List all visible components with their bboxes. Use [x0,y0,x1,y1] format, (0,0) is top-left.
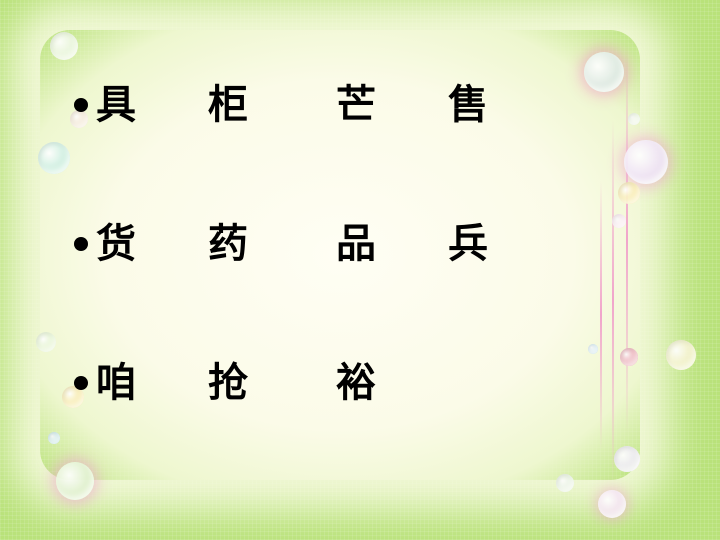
character-row: 咱 抢 裕 [74,358,514,408]
bubble-icon [70,110,88,128]
character: 品 [336,221,376,267]
bubble-icon [588,344,598,354]
bubble-icon [612,214,626,228]
bubble-icon [56,462,94,500]
bubble-icon [618,182,640,204]
character: 咱 [96,360,136,406]
bullet-icon [74,98,88,112]
character: 抢 [208,360,248,406]
bubble-icon [36,332,56,352]
bullet-icon [74,237,88,251]
decorative-line [626,45,628,435]
bubble-icon [628,113,640,125]
bubble-icon [584,52,624,92]
character: 药 [208,221,248,267]
bubble-icon [620,348,638,366]
bubble-icon [624,140,668,184]
decorative-line [600,180,602,450]
character: 芒 [336,82,376,128]
bubble-icon [50,32,78,60]
character-row: 货 药 品 兵 [74,219,514,269]
character: 裕 [336,360,376,406]
bubble-icon [62,386,84,408]
bubble-icon [598,490,626,518]
character: 柜 [208,82,248,128]
decorative-line [612,120,614,480]
content-panel [40,30,640,480]
character: 具 [96,82,136,128]
bullet-icon [74,376,88,390]
character: 售 [448,82,488,128]
bubble-icon [614,446,640,472]
character: 兵 [448,221,488,267]
bubble-icon [38,142,70,174]
character: 货 [96,221,136,267]
character-row: 具 柜 芒 售 [74,80,514,130]
bubble-icon [666,340,696,370]
bubble-icon [48,432,60,444]
bubble-icon [556,474,574,492]
